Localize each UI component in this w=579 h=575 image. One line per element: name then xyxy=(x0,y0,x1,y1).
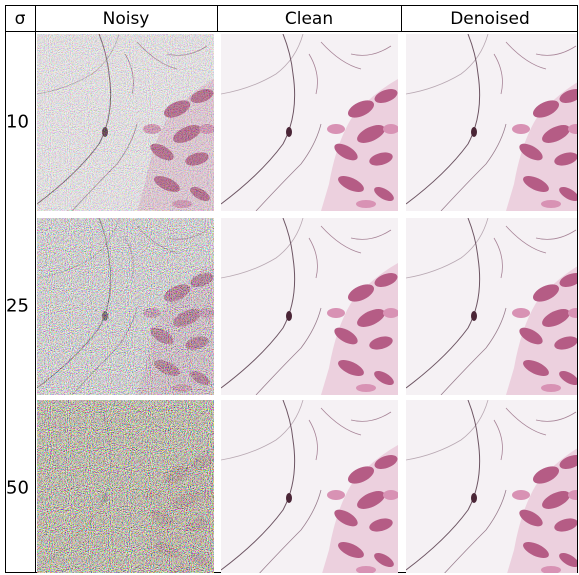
image-content xyxy=(406,400,577,573)
header-cell: σ xyxy=(15,9,26,29)
denoised-image xyxy=(406,34,577,211)
image-content xyxy=(221,218,398,395)
denoised-image xyxy=(406,218,577,395)
row-label: 25 xyxy=(6,296,29,317)
clean-image xyxy=(221,400,398,573)
clean-image xyxy=(221,34,398,211)
row-label: 50 xyxy=(6,478,29,499)
image-content xyxy=(221,400,398,573)
clean-image xyxy=(221,218,398,395)
noisy-image xyxy=(37,400,214,573)
image-content xyxy=(406,218,577,395)
row-label: 10 xyxy=(6,112,29,133)
noisy-image xyxy=(37,218,214,395)
header-cell: Denoised xyxy=(450,9,530,29)
noise-overlay xyxy=(37,218,214,395)
tone-overlay xyxy=(37,400,214,573)
header-cell: Noisy xyxy=(103,9,150,29)
noise-overlay xyxy=(37,400,214,573)
image-content xyxy=(406,34,577,211)
denoised-image xyxy=(406,400,577,573)
noisy-image xyxy=(37,34,214,211)
image-content xyxy=(221,34,398,211)
header-cell: Clean xyxy=(285,9,333,29)
noise-overlay xyxy=(37,34,214,211)
